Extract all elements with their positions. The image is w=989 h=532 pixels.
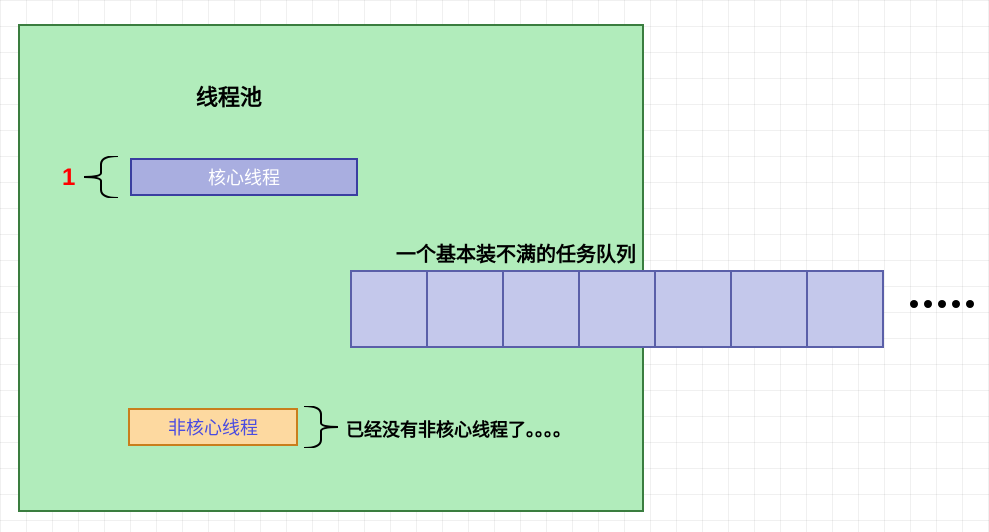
queue-cell	[730, 270, 808, 348]
ellipsis-dot	[966, 300, 974, 308]
queue-cell	[502, 270, 580, 348]
ellipsis-dot	[910, 300, 918, 308]
queue-cell	[426, 270, 504, 348]
noncore-thread-box: 非核心线程	[128, 408, 298, 446]
noncore-thread-note: 已经没有非核心线程了。。。。	[346, 416, 571, 442]
core-thread-box: 核心线程	[130, 158, 358, 196]
core-thread-label: 核心线程	[208, 164, 280, 190]
diagram-stage: 线程池 1 核心线程 一个基本装不满的任务队列 非核心线程 已经没有非核心线程了…	[0, 0, 989, 532]
thread-pool-title: 线程池	[196, 80, 262, 112]
ellipsis-dot	[924, 300, 932, 308]
queue-cell	[654, 270, 732, 348]
queue-cell	[578, 270, 656, 348]
queue-title: 一个基本装不满的任务队列	[396, 238, 636, 267]
queue-cell	[806, 270, 884, 348]
task-queue	[350, 270, 884, 348]
core-thread-count: 1	[62, 164, 75, 192]
ellipsis-dot	[952, 300, 960, 308]
ellipsis-dot	[938, 300, 946, 308]
queue-ellipsis	[910, 300, 974, 308]
queue-cell	[350, 270, 428, 348]
noncore-thread-label: 非核心线程	[168, 414, 258, 440]
